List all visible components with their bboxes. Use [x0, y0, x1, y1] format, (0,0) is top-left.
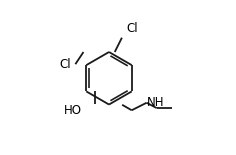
Text: HO: HO: [64, 104, 82, 117]
Text: NH: NH: [147, 96, 165, 109]
Text: Cl: Cl: [59, 58, 71, 71]
Text: Cl: Cl: [127, 22, 138, 35]
